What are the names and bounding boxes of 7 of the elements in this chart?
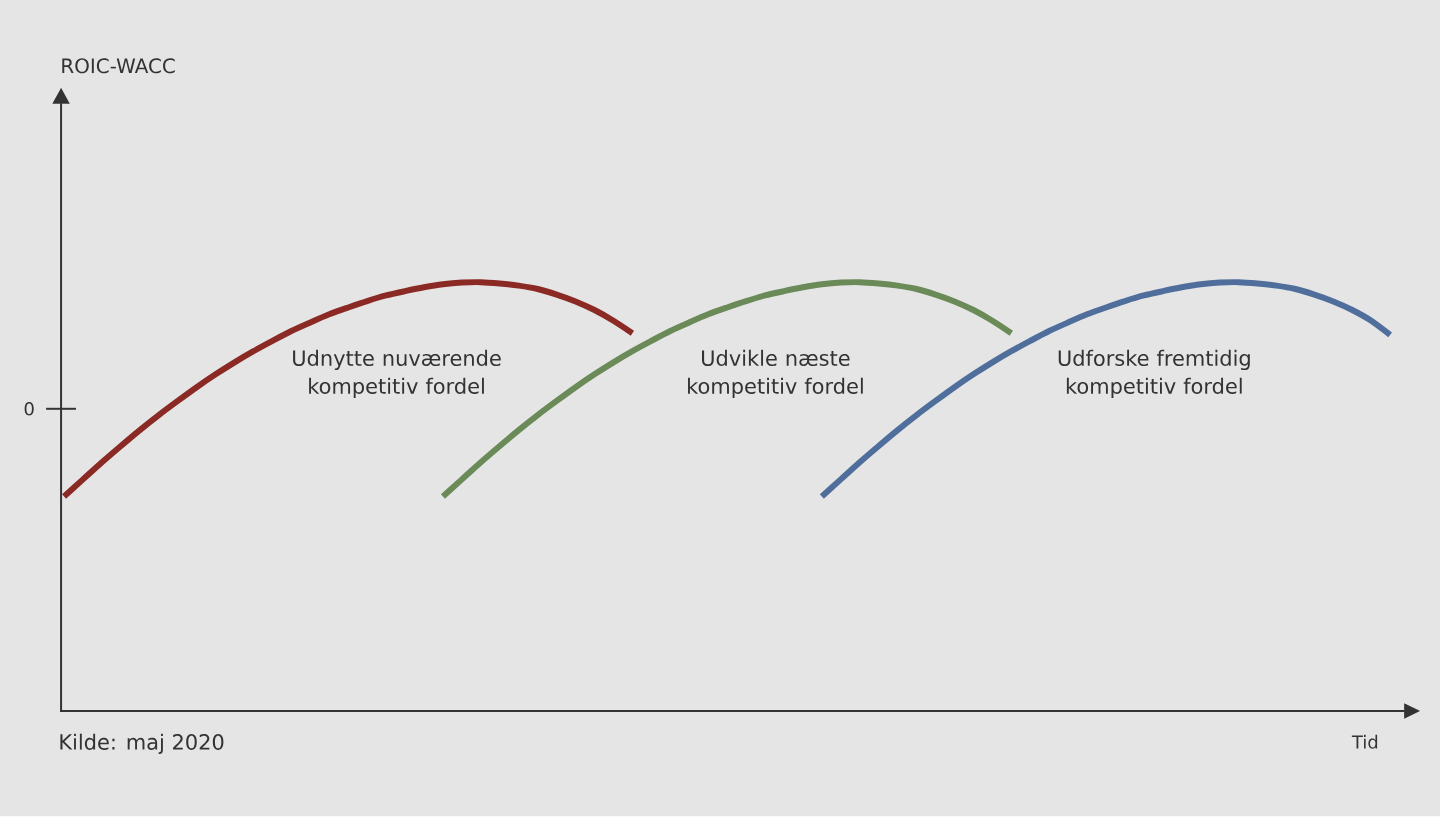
text: Kilde: maj 2020 <box>60 733 224 755</box>
text: 0 <box>24 402 34 416</box>
x-axis-title: Tid <box>1351 735 1378 749</box>
text: ROIC-WACC <box>62 58 175 74</box>
series-label: Udvikle næste kompetitiv fordel <box>688 350 863 399</box>
series-label: Udforske fremtidig kompetitiv fordel <box>1058 350 1250 399</box>
series-label: Udnytte nuværende kompetitiv fordel <box>293 350 501 399</box>
